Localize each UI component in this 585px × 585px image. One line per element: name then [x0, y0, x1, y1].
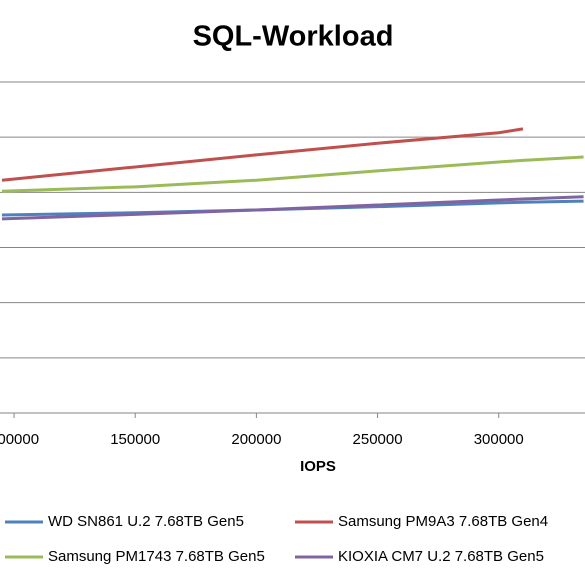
legend-label: WD SN861 U.2 7.68TB Gen5: [48, 513, 244, 530]
chart-title: SQL-Workload: [193, 21, 394, 53]
series-line: [1, 155, 584, 193]
series-line: [1, 195, 584, 221]
legend-label: KIOXIA CM7 U.2 7.68TB Gen5: [338, 548, 544, 565]
x-tick-label: 300000: [474, 431, 524, 448]
legend-label: Samsung PM1743 7.68TB Gen5: [48, 548, 265, 565]
series-line: [1, 127, 524, 182]
x-tick-label: 100000: [0, 431, 39, 448]
x-tick-label: 200000: [231, 431, 281, 448]
x-tick-label: 150000: [110, 431, 160, 448]
x-axis-label: IOPS: [300, 458, 336, 475]
legend-label: Samsung PM9A3 7.68TB Gen4: [338, 513, 548, 530]
x-tick-label: 250000: [353, 431, 403, 448]
series-line: [1, 199, 584, 217]
